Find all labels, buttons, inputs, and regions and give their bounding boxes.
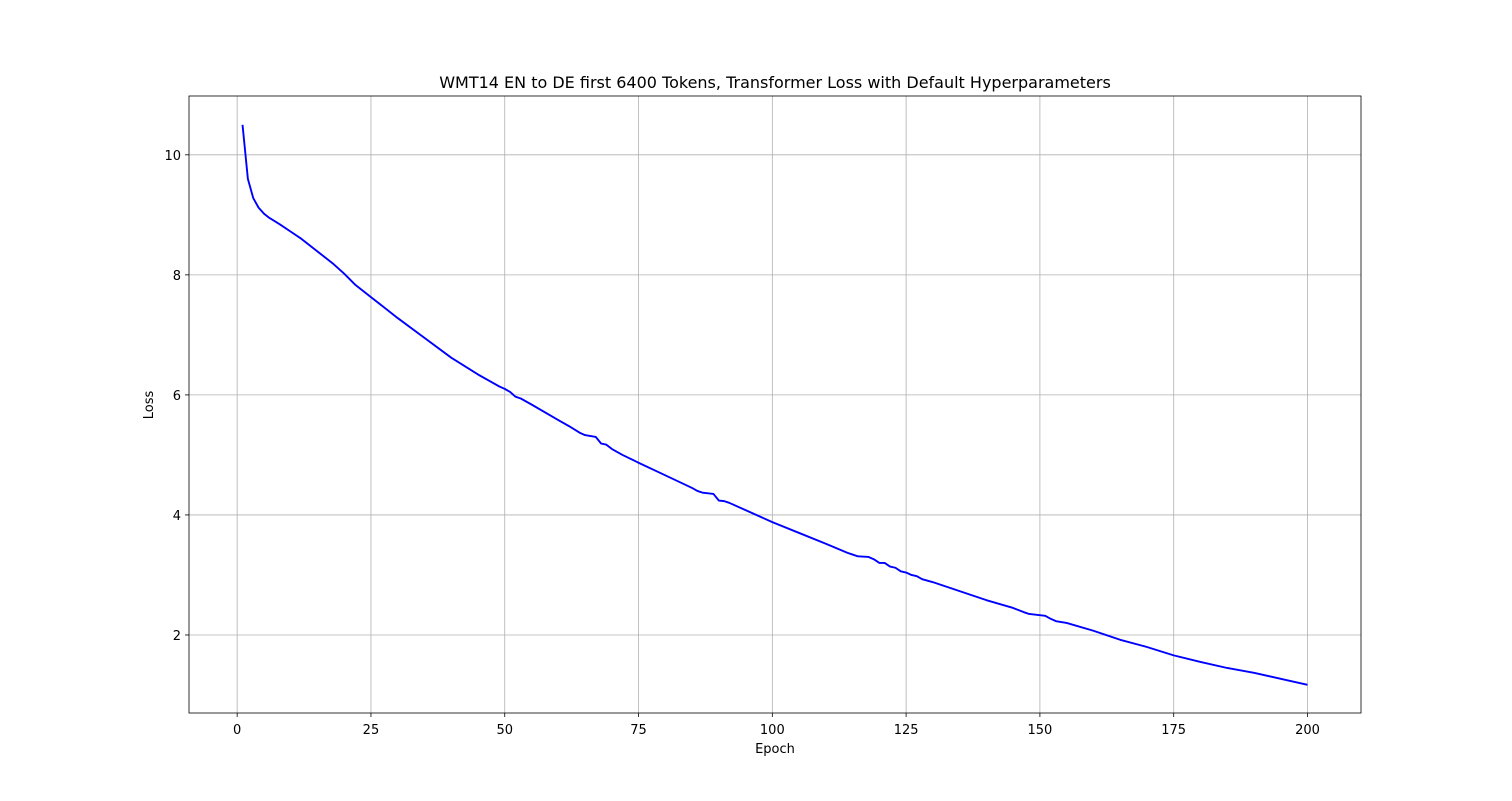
y-tick-label: 2 (173, 629, 181, 644)
x-tick-label: 200 (1295, 723, 1320, 738)
x-axis-ticks: 0 25 50 75 100 125 150 175 200 (233, 713, 1320, 738)
x-tick-label: 0 (233, 723, 241, 738)
x-tick-label: 150 (1027, 723, 1052, 738)
x-tick-label: 25 (363, 723, 380, 738)
y-tick-label: 4 (173, 509, 181, 524)
y-tick-label: 8 (173, 269, 181, 284)
x-tick-label: 50 (496, 723, 513, 738)
y-axis-label: Loss (142, 391, 157, 420)
x-tick-label: 175 (1161, 723, 1186, 738)
y-axis-ticks: 2 4 6 8 10 (164, 149, 189, 644)
x-tick-label: 100 (760, 723, 785, 738)
plot-frame (188, 95, 1362, 714)
plot-series (241, 124, 1308, 686)
y-tick-label: 6 (173, 389, 181, 404)
loss-line (241, 124, 1308, 686)
grid (189, 96, 1361, 713)
y-tick-label: 10 (164, 149, 181, 164)
x-tick-label: 125 (894, 723, 919, 738)
x-tick-label: 75 (630, 723, 647, 738)
chart-title: WMT14 EN to DE first 6400 Tokens, Transf… (439, 73, 1111, 92)
x-axis-label: Epoch (755, 742, 795, 757)
